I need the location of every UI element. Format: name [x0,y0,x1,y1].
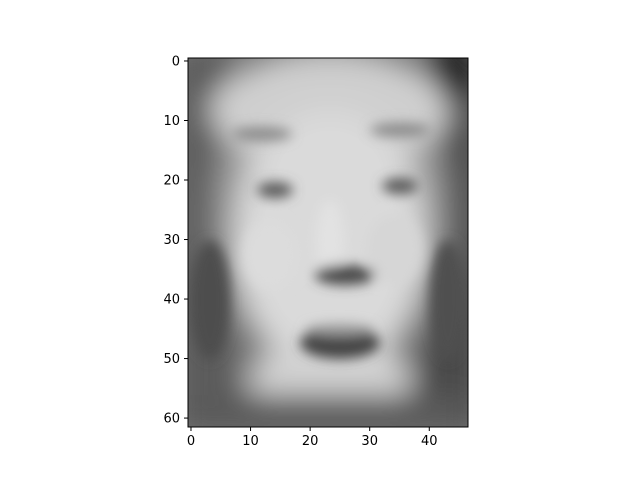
x-axis: 0 10 20 30 40 [187,427,438,449]
image-shading [188,58,468,427]
y-tick-label: 30 [163,233,180,248]
y-tick-label: 10 [163,114,180,129]
y-tick-label: 20 [163,174,180,189]
x-tick-label: 0 [187,434,195,449]
axes-frame [187,57,469,428]
image-features [190,123,466,360]
y-tick-label: 60 [163,412,180,427]
x-tick-label: 20 [302,434,319,449]
y-tick-label: 50 [163,352,180,367]
x-tick-label: 10 [242,434,259,449]
y-tick-label: 0 [172,54,180,69]
x-tick-label: 30 [361,434,378,449]
face-image [188,58,468,427]
x-tick-label: 40 [421,434,438,449]
y-tick-label: 40 [163,293,180,308]
y-axis: 0 10 20 30 40 50 60 [163,54,188,427]
